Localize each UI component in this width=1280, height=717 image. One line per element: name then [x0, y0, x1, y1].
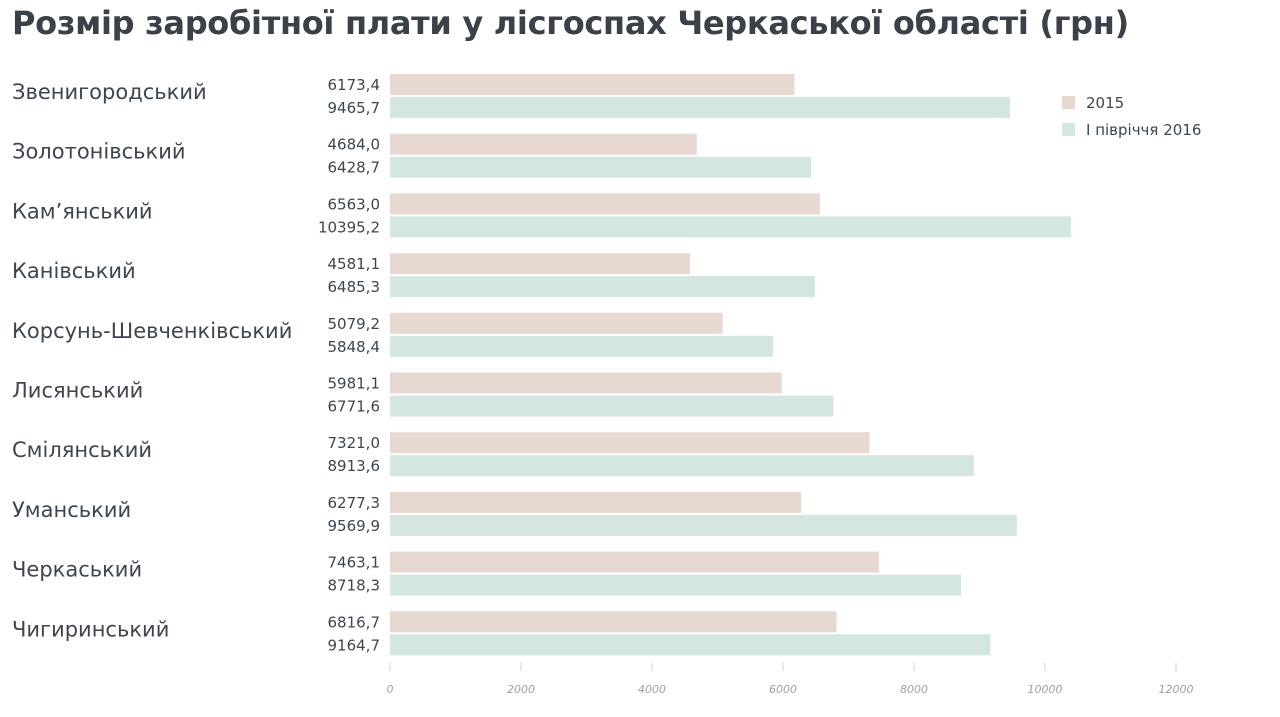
legend: 2015 І півріччя 2016	[1062, 94, 1201, 139]
data-label: 7463,1	[328, 554, 381, 572]
bar-2015	[390, 74, 795, 95]
bar-2015	[390, 372, 782, 394]
bars	[390, 74, 1071, 656]
category-label: Корсунь-Шевченківський	[12, 319, 292, 343]
x-tick-label: 8000	[900, 683, 928, 696]
category-label: Золотонівський	[12, 140, 186, 164]
data-label: 7321,0	[328, 434, 381, 452]
data-label: 5079,2	[328, 315, 381, 333]
data-label: 8913,6	[328, 457, 381, 475]
data-label: 5981,1	[328, 375, 381, 393]
category-label: Чигиринський	[12, 617, 169, 641]
data-label: 9569,9	[328, 517, 381, 535]
bar-2016-h1	[390, 276, 815, 298]
bar-2015	[390, 432, 870, 454]
data-label: 6816,7	[328, 613, 381, 631]
category-label: Лисянський	[12, 379, 143, 403]
bar-2016-h1	[390, 395, 834, 417]
data-label: 6485,3	[328, 278, 381, 296]
bar-2015	[390, 312, 723, 334]
data-label: 6563,0	[328, 195, 381, 213]
data-label: 4684,0	[328, 136, 381, 154]
legend-label: І півріччя 2016	[1086, 121, 1201, 139]
bar-2015	[390, 611, 837, 633]
bar-2015	[390, 253, 691, 275]
bar-2015	[390, 133, 697, 155]
category-label: Канівський	[12, 259, 136, 283]
x-tick-label: 12000	[1159, 683, 1194, 696]
x-tick-label: 10000	[1028, 683, 1063, 696]
data-label: 9465,7	[328, 99, 381, 117]
bar-2016-h1	[390, 634, 991, 656]
data-label: 6428,7	[328, 159, 381, 177]
x-tick-label: 4000	[638, 683, 666, 696]
data-label: 5848,4	[328, 338, 381, 356]
data-label: 6173,4	[328, 76, 381, 94]
category-label: Звенигородський	[12, 80, 207, 104]
bar-2016-h1	[390, 97, 1011, 118]
bar-2016-h1	[390, 216, 1071, 238]
category-label: Смілянський	[12, 438, 152, 462]
data-label: 9164,7	[328, 636, 381, 654]
data-label: 6771,6	[328, 398, 381, 416]
x-tick-label: 0	[387, 683, 394, 696]
data-label: 6277,3	[328, 494, 381, 512]
bar-2016-h1	[390, 156, 812, 178]
bar-2016-h1	[390, 574, 962, 596]
bar-2016-h1	[390, 335, 774, 357]
chart-title: Розмір заробітної плати у лісгоспах Черк…	[12, 4, 1129, 42]
legend-swatch	[1062, 123, 1075, 136]
legend-label: 2015	[1086, 94, 1124, 112]
legend-swatch	[1062, 96, 1075, 109]
bar-2015	[390, 491, 802, 513]
data-label: 8718,3	[328, 577, 381, 595]
category-label: Уманський	[12, 498, 131, 522]
bar-2016-h1	[390, 455, 974, 477]
x-tick-label: 2000	[507, 683, 535, 696]
bar-2015	[390, 551, 879, 573]
data-label: 10395,2	[318, 218, 380, 236]
category-labels: Звенигородський Золотонівський Кам’янський…	[12, 80, 292, 641]
bar-2015	[390, 193, 820, 215]
value-labels: 6173,4 9465,7 4684,0 6428,7 6563,0 10395,2 458…	[318, 76, 380, 654]
x-tick-label: 6000	[769, 683, 797, 696]
data-label: 4581,1	[328, 255, 381, 273]
category-label: Кам’янський	[12, 199, 153, 223]
category-label: Черкаський	[12, 558, 142, 582]
bar-2016-h1	[390, 514, 1017, 536]
x-axis: 0 2000 4000 6000 8000 10000 12000	[387, 663, 1194, 696]
